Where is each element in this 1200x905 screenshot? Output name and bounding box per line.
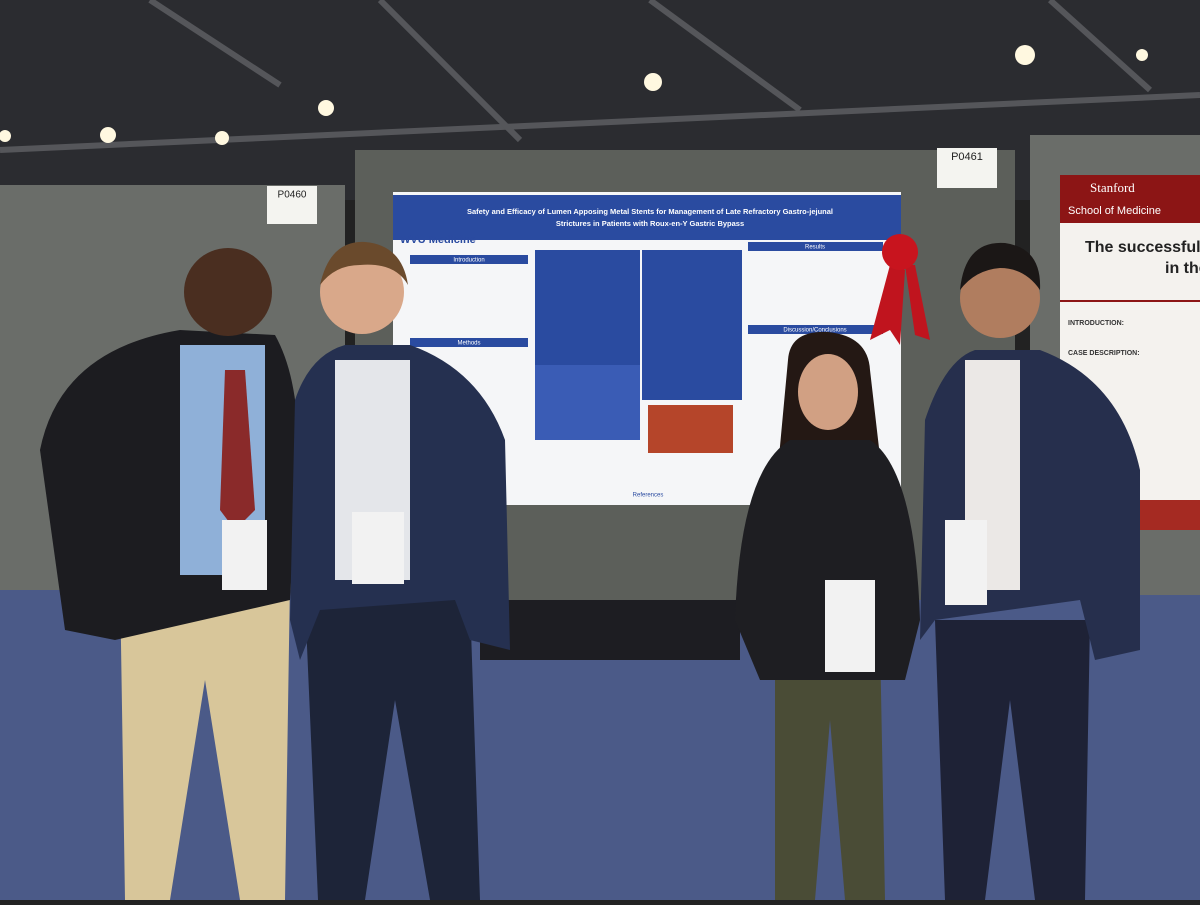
- poster-section-bars: [410, 242, 883, 440]
- section-heading: Discussion/Conclusions: [783, 328, 846, 334]
- person: [735, 331, 920, 900]
- stanford-title: The successful use: [1085, 239, 1200, 256]
- person: [290, 241, 510, 900]
- person: [920, 242, 1140, 900]
- section-heading: References: [633, 493, 664, 499]
- booth-sign: [267, 186, 317, 224]
- person: [40, 248, 299, 900]
- stanford-school: School of Medicine: [1068, 205, 1161, 217]
- stanford-brand: Stanford: [1090, 180, 1135, 195]
- stanford-heading: CASE DESCRIPTION:: [1068, 350, 1140, 357]
- award-rosette: [882, 234, 918, 270]
- stanford-header: [1060, 175, 1200, 223]
- poster-image: [648, 405, 733, 453]
- trusses: [0, 0, 1200, 153]
- stanford-heading: INTRODUCTION:: [1068, 320, 1124, 327]
- poster-title: Safety and Efficacy of Lumen Apposing Me…: [467, 207, 833, 216]
- booth-number: P0460: [278, 190, 307, 201]
- booth-sign: [937, 148, 997, 188]
- section-heading: Introduction: [453, 258, 484, 264]
- stanford-title: in the: [1165, 260, 1200, 277]
- poster-header: [393, 195, 901, 240]
- section-heading: Methods: [457, 341, 480, 347]
- stanford-footer: [1140, 500, 1200, 530]
- booth-number: P0461: [951, 151, 983, 163]
- poster-logo: WVU Medicine: [400, 234, 476, 246]
- award-ribbon: [870, 265, 930, 345]
- poster-title: Strictures in Patients with Roux-en-Y Ga…: [556, 219, 744, 228]
- table: [480, 600, 740, 660]
- divider: [1060, 300, 1200, 302]
- section-heading: Results: [805, 245, 825, 251]
- ceiling-lights: [0, 45, 1148, 145]
